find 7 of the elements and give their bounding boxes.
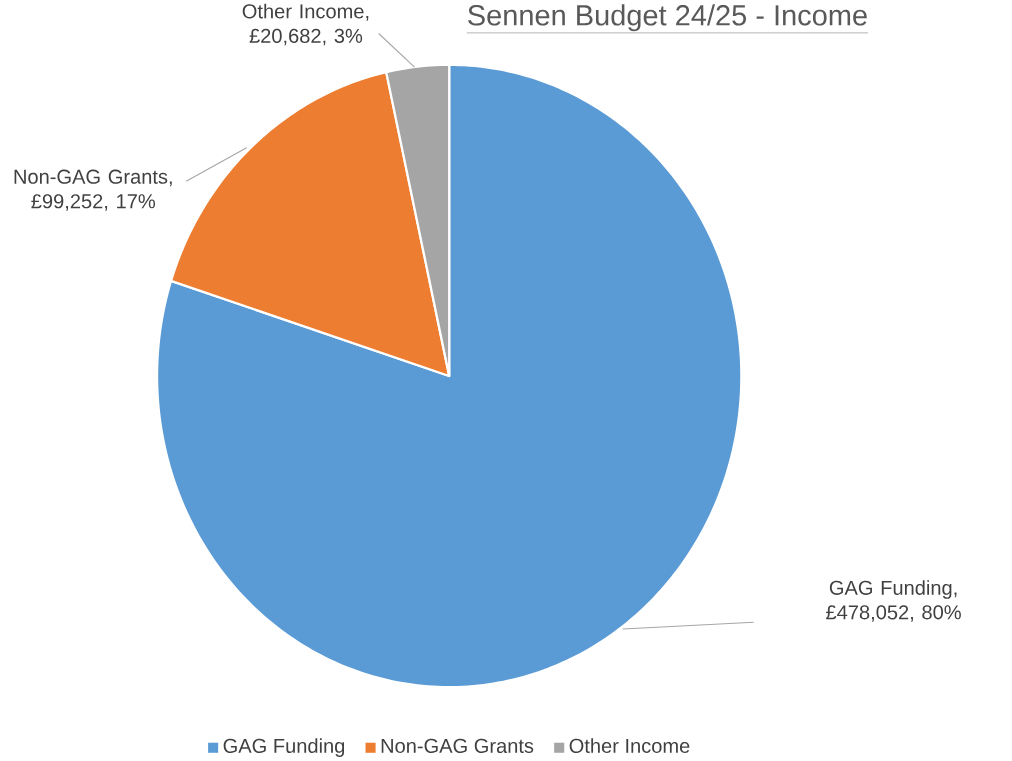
data-label: GAG Funding, £478,052, 80% xyxy=(826,580,961,622)
legend-label: GAG Funding xyxy=(223,738,345,758)
legend-label: Other Income xyxy=(569,738,690,754)
legend-label: Non-GAG Grants xyxy=(381,738,534,754)
data-label: Other Income, £20,682, 3% xyxy=(242,3,369,46)
data-label: Non-GAG Grants, £99,252, 17% xyxy=(14,169,172,211)
chart-title: Sennen Budget 24/25 - Income xyxy=(468,4,867,32)
